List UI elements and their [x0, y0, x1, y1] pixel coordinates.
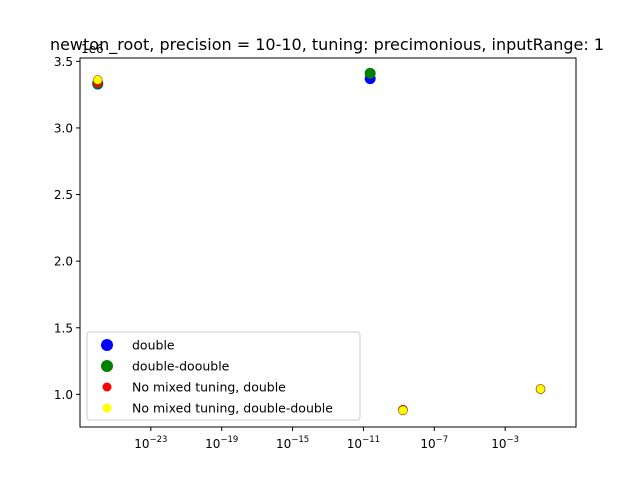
x-tick-label: 10−7 — [420, 435, 448, 451]
y-tick-label: 1.0 — [54, 388, 73, 402]
legend: double double-doouble No mixed tuning, dou… — [86, 331, 361, 421]
chart-title: newton_root, precision = 10-10, tuning: … — [50, 35, 604, 55]
legend-label: No mixed tuning, double — [132, 380, 286, 395]
legend-marker — [101, 339, 113, 351]
y-tick-label: 1.5 — [54, 321, 73, 335]
x-tick-label: 10−19 — [205, 435, 238, 451]
legend-label: double-doouble — [132, 359, 230, 374]
y-tick-label: 3.0 — [54, 121, 73, 135]
data-point-series-4 — [535, 384, 546, 394]
legend-marker — [101, 360, 113, 372]
plot-frame — [79, 57, 577, 428]
legend-marker — [102, 382, 112, 392]
y-tick-label: 2.5 — [54, 188, 73, 202]
legend-label: No mixed tuning, double-double — [132, 401, 333, 416]
x-tick-label: 10−11 — [347, 435, 380, 451]
y-offset-label: 1e6 — [81, 42, 104, 56]
data-point-series-2 — [364, 67, 376, 79]
legend-marker — [102, 403, 112, 413]
legend-box — [86, 331, 361, 421]
data-point-series-4 — [398, 405, 408, 416]
y-tick-label: 3.5 — [54, 55, 73, 69]
x-tick-label: 10−23 — [134, 435, 167, 451]
plot-area: 10−23 10−19 10−15 10−11 10−7 10−3 1.0 1.5 2.0 2.5… — [54, 55, 546, 451]
legend-label: double — [132, 338, 175, 353]
x-tick-label: 10−3 — [491, 435, 519, 451]
x-tick-label: 10−15 — [276, 435, 309, 451]
data-point-series-4 — [92, 75, 103, 85]
y-tick-label: 2.0 — [54, 255, 73, 269]
